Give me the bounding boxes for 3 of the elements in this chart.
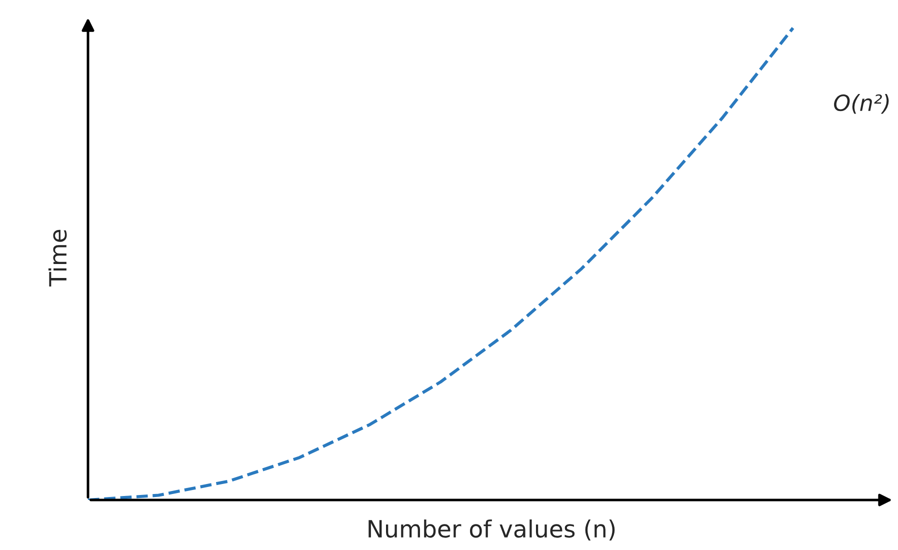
x-axis-title: Number of values (n) [368, 519, 615, 540]
y-axis-title: Time [48, 230, 67, 286]
text: O(n²) [834, 94, 889, 114]
